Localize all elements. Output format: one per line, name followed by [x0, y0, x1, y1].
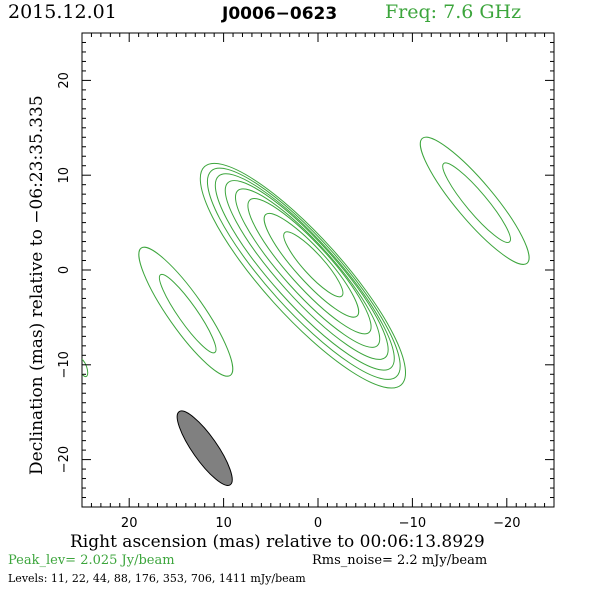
contour-core-4 — [224, 180, 389, 360]
contour-levels: Levels: 11, 22, 44, 88, 176, 353, 706, 1… — [8, 572, 306, 585]
contour-core-3 — [214, 173, 395, 371]
y-tick-label: −20 — [57, 446, 72, 473]
frequency-label: Freq: 7.6 GHz — [385, 1, 522, 23]
y-tick-label: −10 — [57, 351, 72, 378]
y-tick-label: 0 — [57, 266, 72, 274]
x-tick-label: 20 — [121, 516, 138, 531]
y-tick-label: 20 — [57, 72, 72, 89]
beam-ellipse — [176, 410, 233, 486]
contour-right-feature-1 — [419, 136, 530, 265]
contour-core-2 — [206, 167, 401, 380]
y-tick-label: 10 — [57, 167, 72, 184]
contour-core-8 — [283, 231, 344, 298]
contour-edge-fragment-1 — [82, 358, 89, 378]
plot-frame — [81, 32, 555, 508]
contour-core-5 — [234, 188, 381, 348]
x-tick-label: −20 — [493, 516, 520, 531]
x-tick-label: −10 — [399, 516, 426, 531]
tick-layer — [81, 32, 555, 508]
contour-core-7 — [263, 212, 360, 318]
contour-core-6 — [247, 198, 372, 335]
beam-layer — [176, 410, 233, 486]
contour-core-1 — [199, 162, 407, 389]
x-tick-label: 0 — [314, 516, 322, 531]
x-axis-label: Right ascension (mas) relative to 00:06:… — [70, 532, 485, 552]
rms-noise: Rms_noise= 2.2 mJy/beam — [312, 553, 488, 568]
contour-layer — [82, 136, 530, 389]
tick-label-layer: 20 10 0 −10 −20 20 10 0 −10 −20 — [57, 72, 521, 531]
contour-left-feature-2 — [158, 273, 217, 354]
contour-right-feature-2 — [442, 162, 511, 243]
y-axis-label: Declination (mas) relative to −06:23:35.… — [27, 95, 47, 475]
epoch-date: 2015.12.01 — [8, 1, 117, 23]
contour-left-feature-1 — [138, 246, 234, 377]
x-tick-label: 10 — [215, 516, 232, 531]
source-name: J0006−0623 — [222, 4, 338, 24]
peak-level: Peak_lev= 2.025 Jy/beam — [8, 553, 175, 568]
